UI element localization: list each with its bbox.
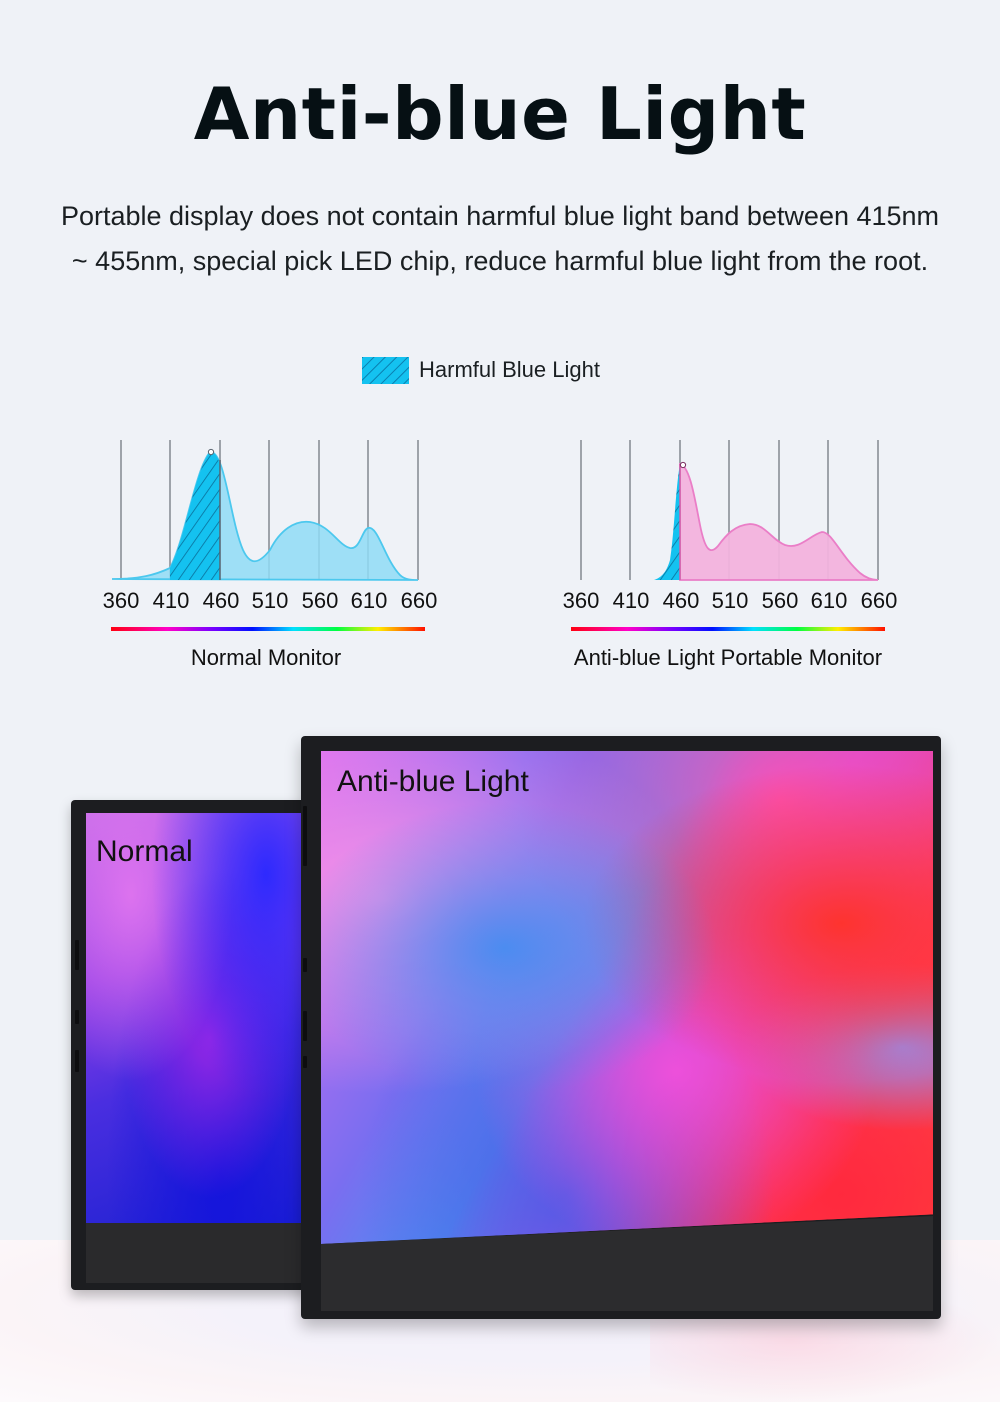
x-tick: 560: [761, 588, 799, 613]
wavelength-spectrum-bar: [111, 627, 425, 631]
chart-legend: Harmful Blue Light: [362, 356, 600, 384]
x-tick: 510: [711, 588, 749, 613]
wavelength-spectrum-bar: [571, 627, 885, 631]
side-button-icon: [303, 958, 307, 972]
page-title: Anti-blue Light: [193, 72, 807, 156]
description: Portable display does not contain harmfu…: [60, 201, 940, 276]
hatched-swatch-icon: [362, 356, 409, 384]
side-port-icon: [303, 1011, 307, 1041]
x-tick: 460: [202, 588, 240, 613]
monitor-bezel-chin: [86, 1223, 311, 1283]
x-tick: 360: [102, 588, 140, 613]
side-port-icon: [75, 940, 79, 970]
anti-blue-monitor-chart: [560, 440, 920, 590]
x-tick: 610: [350, 588, 388, 613]
side-button-icon: [303, 1056, 307, 1068]
side-vent-icon: [303, 806, 307, 866]
normal-monitor-image: Normal: [71, 800, 311, 1290]
normal-monitor-caption: Normal Monitor: [190, 645, 342, 670]
normal-monitor-screen: Normal: [86, 813, 311, 1223]
normal-monitor-chart: [100, 440, 460, 590]
x-tick: 610: [810, 588, 848, 613]
normal-screen-label: Normal: [96, 835, 193, 868]
spectrum-area-plot: [580, 440, 879, 581]
side-port-icon: [75, 1050, 79, 1072]
x-tick: 360: [562, 588, 600, 613]
x-tick: 410: [612, 588, 650, 613]
anti-blue-x-axis-ticks: 360 410 460 510 560 610 660: [560, 588, 920, 618]
x-tick: 560: [301, 588, 339, 613]
spectrum-area-plot: [111, 440, 419, 581]
anti-blue-monitor-screen: Anti-blue Light: [321, 751, 933, 1244]
anti-blue-monitor-caption: Anti-blue Light Portable Monitor: [573, 645, 883, 670]
x-tick: 410: [152, 588, 190, 613]
x-tick: 660: [860, 588, 898, 613]
anti-blue-monitor-image: Anti-blue Light: [301, 736, 941, 1319]
x-tick: 660: [400, 588, 438, 613]
normal-x-axis-ticks: 360 410 460 510 560 610 660: [100, 588, 460, 618]
legend-label: Harmful Blue Light: [419, 357, 600, 382]
side-button-icon: [75, 1010, 79, 1024]
anti-blue-screen-label: Anti-blue Light: [337, 765, 529, 798]
x-tick: 460: [662, 588, 700, 613]
x-tick: 510: [251, 588, 289, 613]
